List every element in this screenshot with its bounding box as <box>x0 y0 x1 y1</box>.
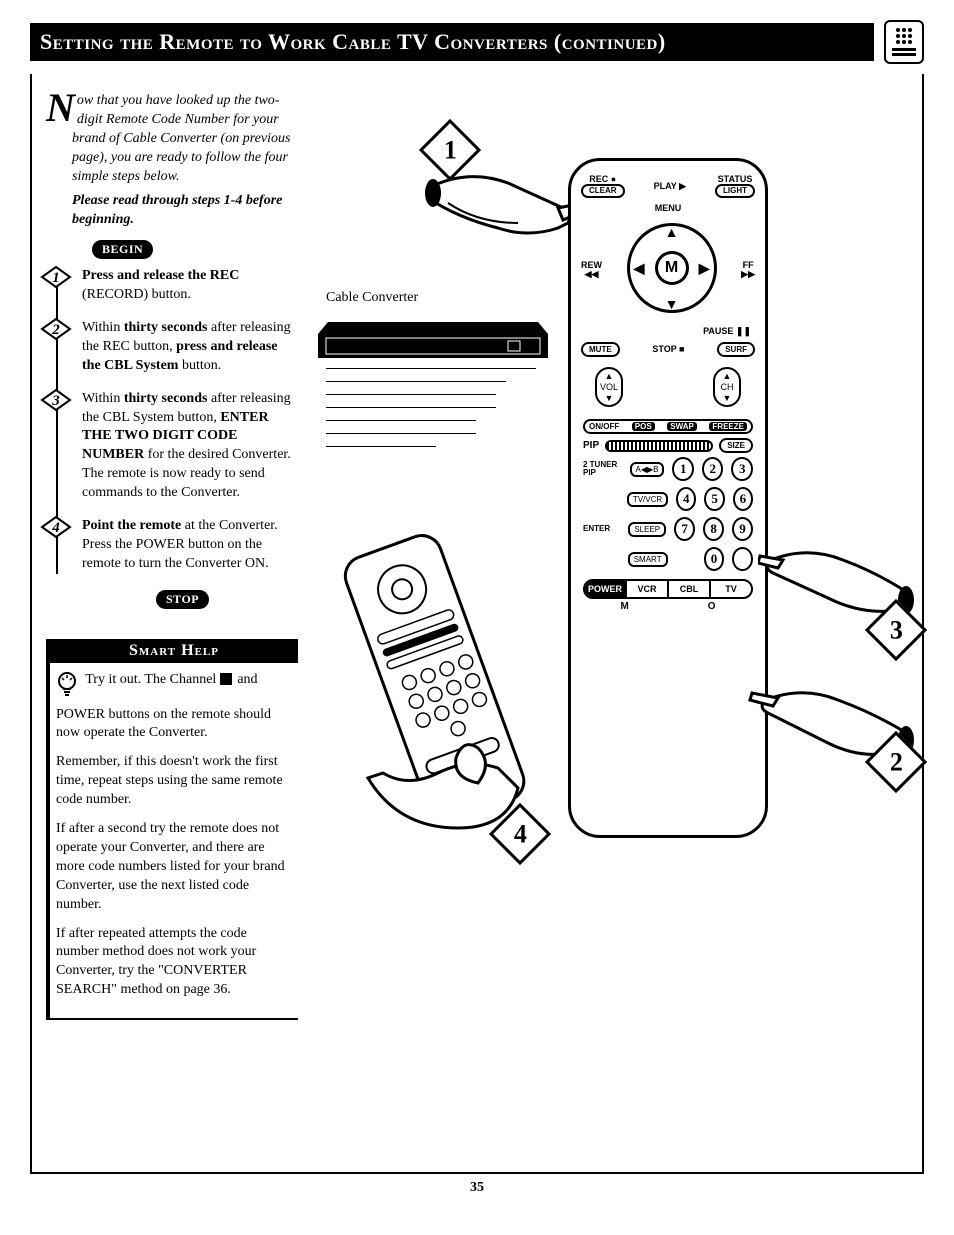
power-button: POWER <box>585 581 627 597</box>
system-row[interactable]: POWER VCR CBL TV <box>583 579 753 599</box>
steps-list: 1 Press and release the REC (RECORD) butt… <box>46 263 298 583</box>
intro-text: ow that you have looked up the two-digit… <box>72 93 290 184</box>
title-bar: Setting the Remote to Work Cable TV Conv… <box>30 20 924 64</box>
key-2[interactable]: 2 <box>702 457 724 481</box>
smart-button[interactable]: SMART <box>628 552 668 567</box>
step-3: 3 Within thirty seconds after releasing t… <box>46 386 298 513</box>
key-6[interactable]: 6 <box>733 487 753 511</box>
smart-help-p1: Try it out. The Channel and POWER button… <box>56 671 292 744</box>
smart-help-box: Smart Help Try it out. The Channel and P… <box>46 639 298 1020</box>
mute-button[interactable]: MUTE <box>581 342 620 357</box>
stop-marker: STOP <box>156 590 209 609</box>
tv-button: TV <box>711 581 751 597</box>
nav-ring[interactable]: ▲ ◀ M ▶ ▼ <box>627 223 717 313</box>
sleep-button[interactable]: SLEEP <box>628 522 666 537</box>
svg-text:2: 2 <box>51 322 60 338</box>
page-number: 35 <box>470 1180 484 1196</box>
svg-text:3: 3 <box>51 393 60 409</box>
diagram-area: Cable Converter 1 REC ●CLEAR PLAY ▶ STAT… <box>318 88 908 1142</box>
svg-text:1: 1 <box>52 270 60 286</box>
cbl-button: CBL <box>669 581 711 597</box>
tvvcr-button[interactable]: TV/VCR <box>627 492 668 507</box>
key-3[interactable]: 3 <box>731 457 753 481</box>
dropcap: N <box>46 92 75 124</box>
remote-glyph-icon <box>884 20 924 64</box>
svg-text:4: 4 <box>51 520 60 536</box>
step-marker-3: 3 <box>40 388 72 412</box>
cable-converter-label: Cable Converter <box>326 290 418 306</box>
channel-icon <box>220 673 232 685</box>
key-8[interactable]: 8 <box>703 517 724 541</box>
step-text-1: Press and release the REC (RECORD) butto… <box>82 268 239 302</box>
step-4: 4 Point the remote at the Converter. Pres… <box>46 513 298 584</box>
key-4[interactable]: 4 <box>676 487 696 511</box>
light-button[interactable]: LIGHT <box>715 184 755 198</box>
key-blank[interactable] <box>732 547 753 571</box>
key-7[interactable]: 7 <box>674 517 695 541</box>
clear-button[interactable]: CLEAR <box>581 184 625 198</box>
surf-button[interactable]: SURF <box>717 342 755 357</box>
step-1: 1 Press and release the REC (RECORD) butt… <box>46 263 298 315</box>
smart-help-p2: Remember, if this doesn't work the first… <box>56 753 292 810</box>
step-text-3: Within thirty seconds after releasing th… <box>82 391 291 500</box>
volume-rocker[interactable]: ▲VOL▼ <box>595 367 623 407</box>
menu-button[interactable]: M <box>655 251 689 285</box>
left-column: N ow that you have looked up the two-dig… <box>46 88 298 1142</box>
channel-rocker[interactable]: ▲CH▼ <box>713 367 741 407</box>
step-text-2: Within thirty seconds after releasing th… <box>82 320 291 373</box>
step-marker-1: 1 <box>40 265 72 289</box>
step-marker-2: 2 <box>40 317 72 341</box>
remote-control: REC ●CLEAR PLAY ▶ STATUSLIGHT MENU REW◀◀… <box>568 158 768 838</box>
ab-button[interactable]: A◀▶B <box>630 462 665 477</box>
vcr-button: VCR <box>627 581 669 597</box>
cable-converter-icon <box>318 310 548 360</box>
key-1[interactable]: 1 <box>672 457 694 481</box>
page-frame: N ow that you have looked up the two-dig… <box>30 74 924 1174</box>
key-5[interactable]: 5 <box>704 487 724 511</box>
key-9[interactable]: 9 <box>732 517 753 541</box>
step-marker-4: 4 <box>40 515 72 539</box>
intro-bold: Please read through steps 1-4 before beg… <box>72 193 282 227</box>
pip-strip[interactable]: ON/OFFPOSSWAPFREEZE <box>583 419 753 434</box>
step-2: 2 Within thirty seconds after releasing t… <box>46 315 298 386</box>
key-0[interactable]: 0 <box>704 547 725 571</box>
begin-marker: BEGIN <box>92 240 153 259</box>
intro-paragraph: N ow that you have looked up the two-dig… <box>46 88 298 234</box>
note-lines <box>326 368 546 459</box>
smart-help-p4: If after repeated attempts the code numb… <box>56 925 292 1001</box>
size-button[interactable]: SIZE <box>719 438 753 453</box>
lightbulb-icon <box>56 671 78 706</box>
step-text-4: Point the remote at the Converter. Press… <box>82 518 278 571</box>
smart-help-p3: If after a second try the remote does no… <box>56 820 292 914</box>
page-title: Setting the Remote to Work Cable TV Conv… <box>30 23 874 61</box>
smart-help-title: Smart Help <box>50 639 298 663</box>
keypad: 2 TUNER PIP A◀▶B 1 2 3 TV/VCR 4 5 6 ENTE… <box>583 457 753 571</box>
hand-4-remote-icon <box>328 528 548 848</box>
